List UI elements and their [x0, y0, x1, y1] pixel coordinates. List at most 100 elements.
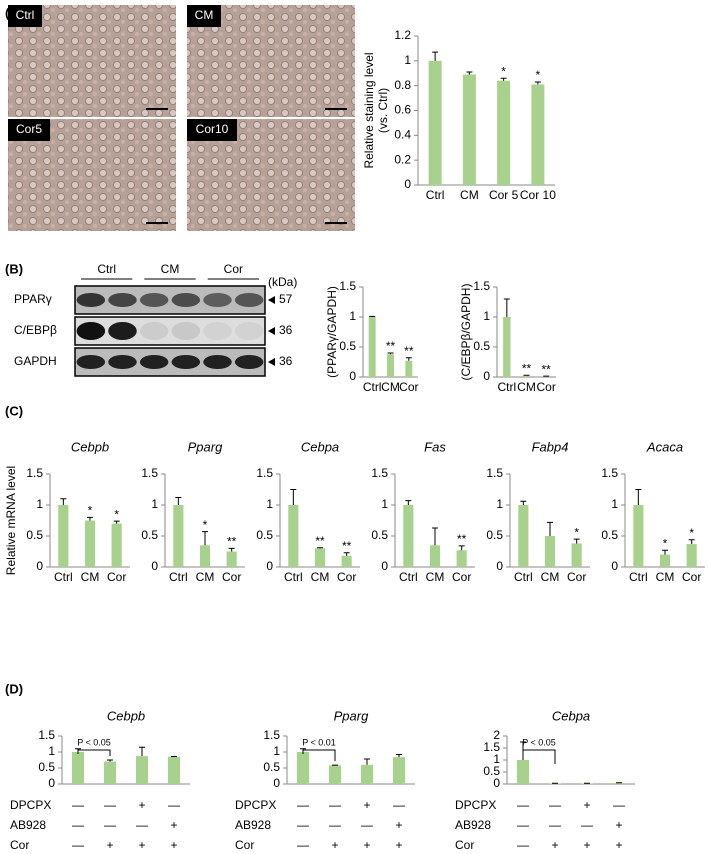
significance: *	[536, 68, 541, 82]
y-tick-label: 1	[381, 497, 388, 511]
x-tick-label-box: Cor	[222, 571, 241, 584]
lane-label: Cor	[224, 262, 243, 276]
bar	[360, 764, 374, 784]
x-tick-label-box: Ctrl	[628, 571, 648, 584]
condition-name: Cor	[455, 838, 474, 852]
bar	[456, 550, 467, 567]
x-tick-label: Cor	[681, 571, 702, 584]
condition-sign: +	[615, 818, 622, 832]
significance: **	[227, 535, 237, 549]
comparison-label: P < 0.01	[302, 737, 336, 747]
y-tick-label: 0.5	[141, 528, 158, 542]
significance: **	[457, 532, 467, 546]
condition-sign: +	[363, 838, 370, 852]
x-tick-label: Ctrl	[628, 571, 648, 584]
y-tick-label: 0.8	[394, 78, 411, 92]
blot-band	[203, 355, 232, 369]
error-bar	[405, 357, 412, 361]
blot-band	[171, 322, 201, 340]
condition-name: DPCPX	[10, 798, 51, 812]
bar	[462, 74, 476, 185]
condition-sign: —	[297, 818, 309, 832]
x-tick-label-box: Ctrl	[284, 571, 303, 584]
x-tick-label-box: Cor	[681, 571, 702, 584]
y-axis-label: (C/EBPβ/GAPDH)	[459, 284, 473, 381]
blot-band	[234, 293, 264, 307]
y-tick-label: 0.5	[371, 528, 388, 542]
blot-band	[108, 355, 137, 369]
y-tick-label: 0	[493, 776, 500, 790]
error-bar	[175, 497, 182, 505]
micrograph-label-bg	[8, 5, 42, 27]
x-tick-label-box: Cor	[452, 571, 471, 584]
y-tick-label: 0.6	[394, 103, 411, 117]
bar	[368, 317, 376, 377]
error-bar	[534, 81, 541, 85]
error-bar	[635, 489, 642, 505]
y-tick-label: 0	[151, 559, 158, 573]
bar	[497, 80, 511, 185]
y-tick-label: 0.4	[394, 128, 411, 142]
significance: *	[203, 518, 208, 532]
condition-name: AB928	[235, 818, 271, 832]
micrograph-label: CM	[195, 8, 214, 22]
x-tick-label-box: CM	[460, 189, 479, 202]
error-bar	[523, 374, 530, 376]
bar	[387, 354, 394, 377]
x-tick-label: Cor	[336, 571, 357, 584]
error-bar	[573, 538, 580, 544]
y-tick-label: 1	[349, 309, 356, 323]
bar	[288, 505, 299, 567]
y-axis-label: (vs. Ctrl)	[376, 88, 390, 133]
unit-label: (kDa)	[268, 275, 297, 289]
x-tick-label-box: CM	[426, 571, 445, 584]
bar	[405, 360, 413, 377]
y-tick-label: 1.5	[371, 466, 388, 480]
y-tick-label: 2	[493, 728, 500, 742]
x-tick-label-box: CM	[196, 571, 215, 584]
condition-sign: +	[331, 838, 338, 852]
x-tick-label-box: Ctrl	[497, 381, 516, 394]
blot-band	[171, 355, 201, 369]
error-bar	[369, 315, 376, 317]
x-tick-label-box: Ctrl	[363, 381, 382, 394]
x-tick-label: Ctrl	[425, 189, 445, 202]
panel-label: (C)	[5, 403, 23, 418]
condition-sign: +	[170, 818, 177, 832]
bar	[522, 375, 531, 377]
error-bar	[503, 298, 510, 317]
condition-sign: —	[517, 818, 529, 832]
error-bar	[139, 746, 145, 757]
condition-sign: —	[136, 818, 148, 832]
size-label: 36	[279, 323, 293, 337]
y-tick-label: 1.5	[473, 279, 490, 293]
condition-sign: +	[106, 838, 113, 852]
condition-sign: +	[138, 798, 145, 812]
error-bar	[60, 498, 67, 505]
x-tick-label-box: CM	[656, 571, 675, 584]
x-tick-label: Ctrl	[168, 571, 188, 584]
y-tick-label: 0	[496, 559, 503, 573]
condition-name: Cor	[10, 838, 29, 852]
bar	[135, 756, 149, 784]
error-bar	[688, 539, 695, 545]
x-tick-label-box: Ctrl	[399, 571, 418, 584]
blot-band	[76, 322, 106, 340]
bar	[314, 548, 326, 567]
size-arrow	[268, 358, 275, 366]
micrograph-label: Ctrl	[16, 8, 35, 22]
y-tick-label: 0.2	[394, 152, 411, 166]
significance: *	[574, 525, 579, 539]
blot-band	[234, 355, 264, 369]
y-tick-label: 0	[266, 559, 273, 573]
error-bar	[113, 520, 120, 524]
x-tick-label-box: Cor	[107, 571, 126, 584]
y-tick-label: 0.5	[263, 760, 280, 774]
condition-sign: +	[363, 798, 370, 812]
condition-sign: —	[72, 838, 84, 852]
condition-sign: —	[297, 838, 309, 852]
error-bar	[343, 552, 350, 556]
condition-sign: —	[168, 798, 180, 812]
micrograph-label: Cor5	[16, 122, 42, 136]
